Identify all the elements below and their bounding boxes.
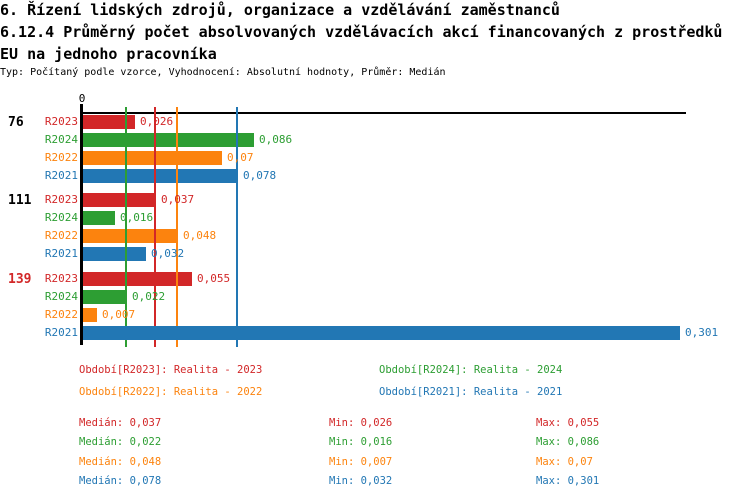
series-row-label: R2024	[44, 133, 78, 146]
stat-max-R2023: Max: 0,055	[536, 417, 600, 429]
indicator-title-line2: EU na jednoho pracovníka	[0, 45, 217, 63]
series-row-label: R2021	[44, 169, 78, 182]
y-axis-line	[80, 104, 83, 345]
bar	[83, 169, 238, 183]
legend-item-R2022: Období[R2022]: Realita - 2022	[79, 386, 263, 398]
indicator-meta: Typ: Počítaný podle vzorce, Vyhodnocení:…	[0, 67, 446, 78]
indicator-title-line1: 6.12.4 Průměrný počet absolvovaných vzdě…	[0, 23, 723, 41]
group-label: 111	[8, 193, 32, 208]
series-row-label: R2022	[44, 308, 78, 321]
series-row-label: R2023	[44, 193, 78, 206]
series-row-label: R2024	[44, 290, 78, 303]
legend-item-R2021: Období[R2021]: Realita - 2021	[379, 386, 563, 398]
median-line-R2023	[154, 107, 156, 347]
bar	[83, 151, 222, 165]
stat-min-R2023: Min: 0,026	[329, 417, 393, 429]
bar	[83, 229, 178, 243]
bar-value-label: 0,048	[183, 229, 217, 242]
series-row-label: R2024	[44, 211, 78, 224]
group-label: 139	[8, 272, 32, 287]
bar-value-label: 0,022	[132, 290, 166, 303]
stat-min-R2021: Min: 0,032	[329, 475, 393, 487]
stat-median-R2024: Medián: 0,022	[79, 436, 162, 448]
legend-item-R2023: Období[R2023]: Realita - 2023	[79, 364, 263, 376]
series-row-label: R2023	[44, 115, 78, 128]
series-row-label: R2023	[44, 272, 78, 285]
stat-median-R2021: Medián: 0,078	[79, 475, 162, 487]
bar-value-label: 0,016	[120, 211, 154, 224]
series-row-label: R2021	[44, 247, 78, 260]
bar-value-label: 0,032	[151, 247, 185, 260]
stat-median-R2023: Medián: 0,037	[79, 417, 162, 429]
stat-max-R2021: Max: 0,301	[536, 475, 600, 487]
bar	[83, 193, 156, 207]
stat-max-R2024: Max: 0,086	[536, 436, 600, 448]
bar-value-label: 0,037	[161, 193, 195, 206]
bar-value-label: 0,026	[140, 115, 174, 128]
bar	[83, 115, 135, 129]
bar-value-label: 0,301	[685, 326, 719, 339]
series-row-label: R2021	[44, 326, 78, 339]
bar	[83, 326, 680, 340]
legend-item-R2024: Období[R2024]: Realita - 2024	[379, 364, 563, 376]
median-line-R2021	[236, 107, 238, 347]
group-label: 76	[8, 115, 24, 130]
bar-value-label: 0,086	[259, 133, 293, 146]
median-line-R2022	[176, 107, 178, 347]
stat-max-R2022: Max: 0,07	[536, 456, 593, 468]
bar	[83, 272, 192, 286]
bar	[83, 211, 115, 225]
bar	[83, 133, 254, 147]
bar-value-label: 0,007	[102, 308, 136, 321]
report-section-title: 6. Řízení lidských zdrojů, organizace a …	[0, 1, 560, 19]
zero-tick-label: 0	[78, 92, 86, 105]
bar	[83, 308, 97, 322]
bar	[83, 247, 146, 261]
stat-median-R2022: Medián: 0,048	[79, 456, 162, 468]
series-row-label: R2022	[44, 229, 78, 242]
stat-min-R2022: Min: 0,007	[329, 456, 393, 468]
bar-value-label: 0,055	[197, 272, 231, 285]
median-line-R2024	[125, 107, 127, 347]
series-row-label: R2022	[44, 151, 78, 164]
bar	[83, 290, 127, 304]
bar-value-label: 0,07	[227, 151, 254, 164]
stat-min-R2024: Min: 0,016	[329, 436, 393, 448]
bar-value-label: 0,078	[243, 169, 277, 182]
x-axis-line	[80, 112, 686, 114]
